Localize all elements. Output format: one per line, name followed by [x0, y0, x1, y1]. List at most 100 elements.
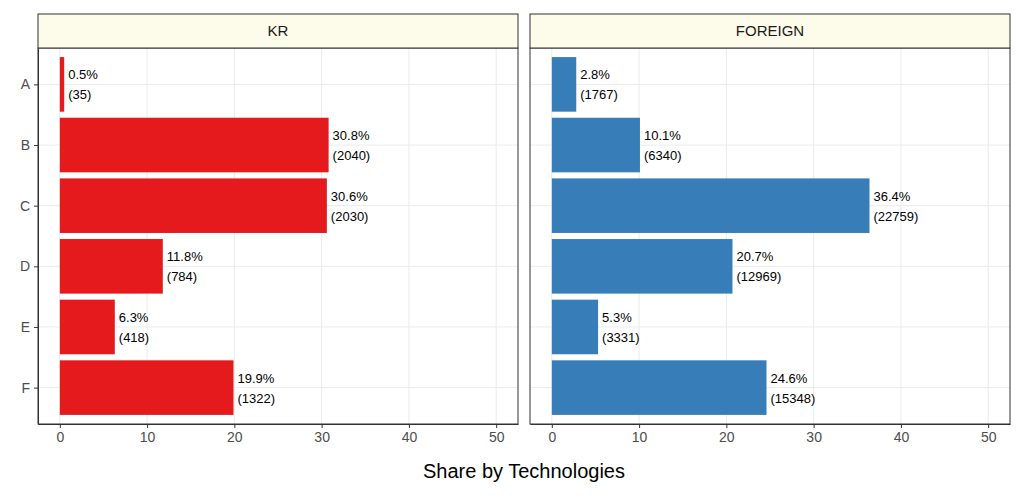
panel-border — [530, 48, 1010, 424]
bar — [552, 300, 598, 355]
grid-line — [530, 84, 1010, 85]
count-label: (1767) — [580, 87, 618, 102]
grid-line — [408, 48, 409, 424]
tick-mark — [60, 424, 61, 428]
tick-label: D — [20, 258, 30, 274]
tick: 0 — [548, 424, 556, 445]
grid-line — [530, 326, 1010, 327]
panel: 2.8% (1767) 10.1% (6340) 36.4% (22759) 20.7% (1… — [530, 14, 1011, 445]
data-label: 0.5% — [68, 67, 98, 82]
tick-label: 20 — [227, 429, 243, 445]
grid — [38, 48, 518, 424]
grid-line — [900, 48, 901, 424]
tick: 30 — [806, 424, 822, 445]
grid-line — [321, 48, 322, 424]
tick-mark — [988, 424, 989, 428]
tick: F — [21, 380, 38, 396]
tick-label: 40 — [894, 429, 910, 445]
panel-border — [38, 48, 518, 424]
count-label: (2040) — [333, 148, 371, 163]
tick-mark — [814, 424, 815, 428]
tick-mark — [34, 206, 38, 207]
tick-mark — [234, 424, 235, 428]
data-label: 30.6% — [331, 189, 368, 204]
tick-label: 20 — [719, 429, 735, 445]
tick: 0 — [56, 424, 64, 445]
axis-title: Share by Technologies — [423, 460, 625, 482]
bar — [60, 300, 115, 355]
data-label: 10.1% — [644, 128, 681, 143]
grid-line — [813, 48, 814, 424]
tick-mark — [496, 424, 497, 428]
count-label: (12969) — [736, 269, 781, 284]
count-label: (22759) — [873, 209, 918, 224]
bar — [60, 57, 64, 112]
tick: 50 — [981, 424, 997, 445]
count-label: (35) — [68, 87, 91, 102]
bars — [552, 57, 870, 415]
tick-mark — [34, 327, 38, 328]
tick-mark — [552, 424, 553, 428]
count-label: (3331) — [602, 330, 640, 345]
tick: C — [20, 198, 38, 214]
data-label: 2.8% — [580, 67, 610, 82]
tick: B — [21, 137, 38, 153]
strip — [38, 14, 518, 48]
tick-label: 50 — [489, 429, 505, 445]
data-label: 24.6% — [771, 371, 808, 386]
bars — [60, 57, 329, 415]
tick-mark — [322, 424, 323, 428]
tick: 50 — [489, 424, 505, 445]
grid-line — [496, 48, 497, 424]
bar — [60, 178, 327, 233]
tick-label: 0 — [548, 429, 556, 445]
panel: 0.5%(35)30.8%(2040)30.6%(2030)11.8%(784)… — [20, 14, 519, 445]
data-labels: 0.5%(35)30.8%(2040)30.6%(2030)11.8%(784)… — [68, 67, 370, 405]
bar — [60, 118, 329, 173]
tick-mark — [34, 84, 38, 85]
tick-mark — [34, 145, 38, 146]
tick-mark — [34, 388, 38, 389]
strip — [530, 14, 1010, 48]
tick: 10 — [632, 424, 648, 445]
x-axis: 0 10 20 30 40 50 — [39, 424, 519, 445]
count-label: (15348) — [771, 391, 816, 406]
tick: A — [21, 76, 38, 92]
data-label: 11.8% — [167, 249, 203, 264]
grid-line — [988, 48, 989, 424]
data-label: 20.7% — [736, 249, 773, 264]
data-labels: 2.8% (1767) 10.1% (6340) 36.4% (22759) 20.7% (1… — [580, 67, 918, 405]
tick: 20 — [227, 424, 243, 445]
tick: 40 — [894, 424, 910, 445]
strip-title: KR — [268, 22, 289, 39]
tick: 10 — [140, 424, 156, 445]
tick-label: 30 — [314, 429, 330, 445]
count-label: (1322) — [237, 391, 275, 406]
strip-title: FOREIGN — [736, 22, 804, 39]
y-axis: A B C D E F — [20, 49, 39, 425]
data-label: 36.4% — [873, 189, 910, 204]
tick-label: E — [21, 319, 30, 335]
tick-label: F — [21, 380, 30, 396]
panel-background — [38, 48, 518, 424]
tick-label: B — [21, 137, 30, 153]
bar — [552, 360, 767, 415]
tick-mark — [34, 266, 38, 267]
count-label: (6340) — [644, 148, 682, 163]
bar — [552, 178, 870, 233]
tick: E — [21, 319, 38, 335]
tick-mark — [901, 424, 902, 428]
tick: D — [20, 258, 38, 274]
tick-mark — [726, 424, 727, 428]
count-label: (2030) — [331, 209, 369, 224]
tick-mark — [409, 424, 410, 428]
grid-line — [38, 84, 518, 85]
tick-label: 0 — [56, 429, 64, 445]
panel-background — [530, 48, 1010, 424]
bar — [552, 239, 733, 294]
grid-line — [234, 48, 235, 424]
tick-mark — [147, 424, 148, 428]
tick: 40 — [402, 424, 418, 445]
tick-label: 50 — [981, 429, 997, 445]
count-label: (784) — [167, 269, 197, 284]
